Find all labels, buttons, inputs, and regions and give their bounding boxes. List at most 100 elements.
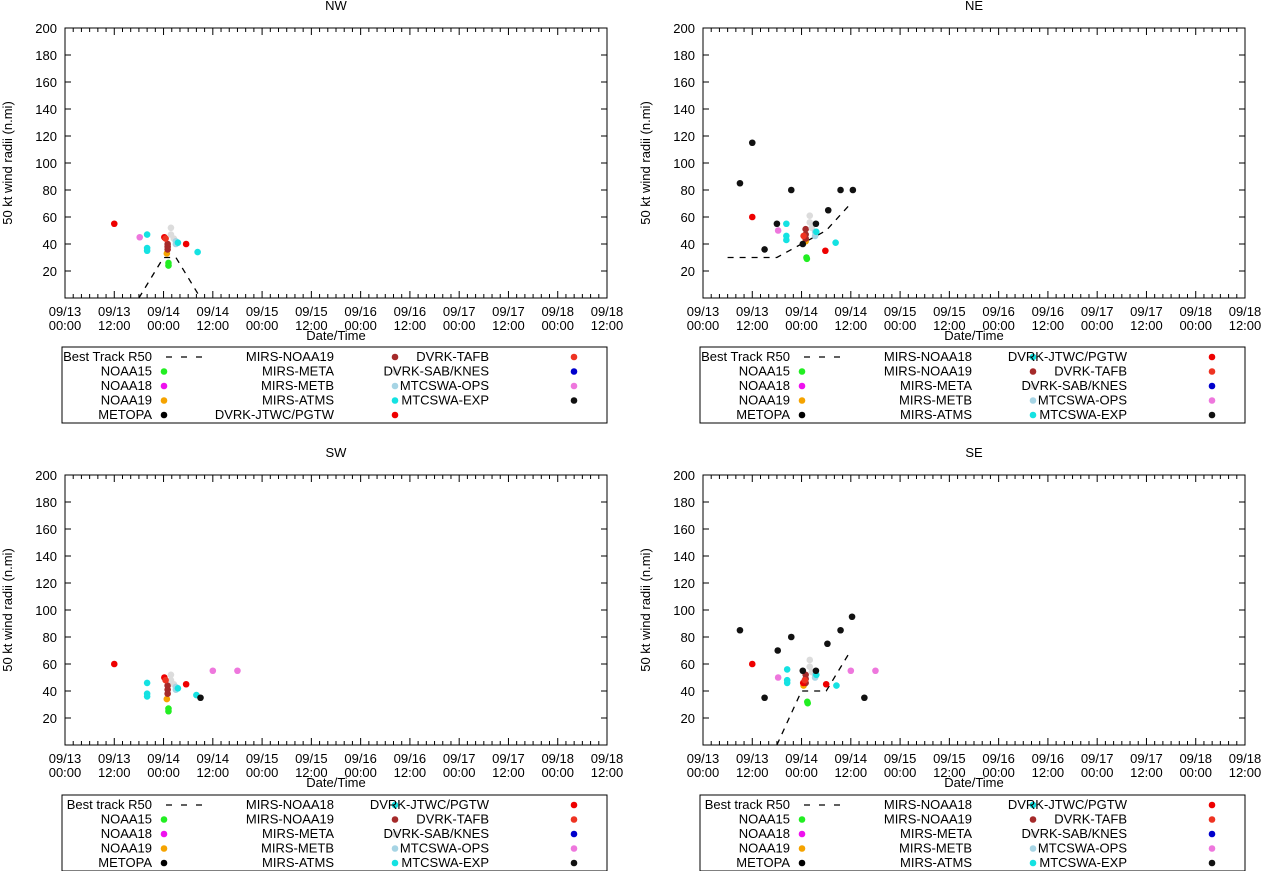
legend-marker bbox=[391, 801, 399, 809]
x-tick-label: 09/17 bbox=[443, 304, 476, 319]
legend-marker bbox=[798, 382, 806, 390]
legend-marker bbox=[570, 859, 578, 867]
y-tick-label: 20 bbox=[43, 264, 57, 279]
data-point-mirs-noaa18 bbox=[143, 679, 151, 687]
data-point-dvrk-jtwc-pgtw bbox=[182, 680, 190, 688]
legend-marker bbox=[1208, 845, 1216, 852]
x-tick-label: 09/15 bbox=[295, 751, 328, 766]
y-tick-label: 140 bbox=[35, 549, 57, 564]
x-tick-label: 12:00 bbox=[933, 318, 966, 333]
y-tick-label: 60 bbox=[681, 210, 695, 225]
x-tick-label: 09/13 bbox=[687, 751, 720, 766]
legend-marker bbox=[1029, 411, 1037, 419]
x-tick-label: 12:00 bbox=[98, 765, 131, 780]
x-tick-label: 09/18 bbox=[541, 304, 574, 319]
y-tick-label: 180 bbox=[673, 495, 695, 510]
x-tick-label: 09/13 bbox=[736, 751, 769, 766]
y-tick-label: 140 bbox=[673, 549, 695, 564]
legend-label: MIRS-METB bbox=[899, 841, 972, 856]
y-tick-label: 200 bbox=[673, 468, 695, 483]
legend-marker bbox=[160, 845, 168, 852]
legend-marker bbox=[1208, 816, 1216, 823]
legend-label: MIRS-NOAA19 bbox=[246, 349, 334, 364]
x-axis-label: Date/Time bbox=[944, 328, 1003, 343]
data-point-mirs-noaa18 bbox=[783, 679, 791, 687]
legend-marker bbox=[1029, 353, 1037, 361]
legend-label: MTCSWA-EXP bbox=[1039, 407, 1127, 422]
x-tick-label: 09/16 bbox=[982, 751, 1015, 766]
legend-marker bbox=[798, 845, 806, 852]
legend-label: MTCSWA-OPS bbox=[400, 378, 489, 393]
data-point-mtcswa-exp bbox=[849, 186, 857, 194]
y-tick-label: 200 bbox=[35, 21, 57, 36]
data-point-mirs-noaa18 bbox=[783, 220, 790, 228]
data-point-mtcswa-exp bbox=[812, 667, 820, 675]
x-tick-label: 09/16 bbox=[1032, 751, 1065, 766]
y-tick-label: 180 bbox=[35, 48, 57, 63]
data-point-mtcswa-ops bbox=[136, 233, 144, 241]
x-tick-label: 00:00 bbox=[541, 765, 574, 780]
y-axis-label: 50 kt wind radii (n.mi) bbox=[638, 101, 653, 225]
plot-frame bbox=[64, 474, 608, 746]
y-tick-label: 100 bbox=[673, 156, 695, 171]
legend-label: DVRK-SAB/KNES bbox=[1022, 826, 1128, 841]
x-tick-label: 00:00 bbox=[344, 318, 377, 333]
y-tick-label: 60 bbox=[43, 210, 57, 225]
x-tick-label: 12:00 bbox=[1130, 765, 1163, 780]
data-point-mtcswa-ops bbox=[847, 667, 855, 675]
x-tick-label: 09/16 bbox=[394, 304, 427, 319]
x-tick-label: 09/14 bbox=[785, 751, 818, 766]
best-track-line bbox=[776, 650, 852, 746]
legend-marker bbox=[391, 411, 399, 419]
x-tick-label: 09/14 bbox=[197, 304, 230, 319]
legend-marker bbox=[798, 830, 806, 838]
chart-panel-nw: NW2040608010012014016018020009/1300:0009… bbox=[0, 0, 623, 343]
x-tick-label: 12:00 bbox=[197, 318, 230, 333]
x-tick-label: 00:00 bbox=[982, 765, 1015, 780]
y-tick-label: 20 bbox=[681, 711, 695, 726]
data-point-mtcswa-exp bbox=[799, 240, 807, 248]
x-tick-label: 09/15 bbox=[933, 751, 966, 766]
legend-marker bbox=[570, 830, 578, 838]
x-tick-label: 09/17 bbox=[443, 751, 476, 766]
x-tick-label: 12:00 bbox=[835, 765, 868, 780]
data-point-noaa15 bbox=[165, 262, 172, 269]
legend-marker bbox=[570, 382, 578, 390]
data-point-dvrk-jtwc-pgtw bbox=[822, 680, 830, 688]
y-axis-label: 50 kt wind radii (n.mi) bbox=[638, 548, 653, 672]
x-tick-label: 12:00 bbox=[736, 318, 769, 333]
legend-label: DVRK-SAB/KNES bbox=[1022, 378, 1128, 393]
data-point-mirs-atms bbox=[174, 685, 182, 692]
data-point-mtcswa-exp bbox=[824, 206, 832, 214]
data-point-dvrk-jtwc-pgtw bbox=[822, 247, 829, 255]
x-tick-label: 09/16 bbox=[344, 304, 377, 319]
y-tick-label: 200 bbox=[673, 21, 695, 36]
data-point-dvrk-jtwc-pgtw bbox=[110, 220, 118, 228]
y-tick-label: 160 bbox=[35, 75, 57, 90]
data-point-mirs-atms bbox=[174, 239, 182, 246]
data-point-dvrk-tafb bbox=[162, 235, 169, 242]
chart-title: NW bbox=[325, 0, 347, 13]
data-point-mirs-noaa19 bbox=[164, 246, 171, 253]
x-tick-label: 09/18 bbox=[541, 751, 574, 766]
legend-marker bbox=[1029, 801, 1037, 809]
legend-marker bbox=[160, 816, 168, 823]
x-tick-label: 09/17 bbox=[492, 751, 525, 766]
legend-label: DVRK-JTWC/PGTW bbox=[1008, 349, 1128, 364]
legend-label: NOAA15 bbox=[101, 364, 152, 379]
x-tick-label: 00:00 bbox=[1081, 765, 1114, 780]
x-tick-label: 00:00 bbox=[443, 318, 476, 333]
legend-label: NOAA19 bbox=[739, 841, 790, 856]
x-tick-label: 00:00 bbox=[1179, 765, 1212, 780]
x-tick-label: 09/15 bbox=[246, 751, 279, 766]
x-tick-label: 09/16 bbox=[344, 751, 377, 766]
y-tick-label: 80 bbox=[681, 183, 695, 198]
chart-panel-ne: NE2040608010012014016018020009/1300:0009… bbox=[638, 0, 1261, 343]
data-point-mtcswa-ops bbox=[209, 667, 217, 675]
data-point-dvrk-jtwc-pgtw bbox=[748, 660, 756, 668]
y-tick-label: 200 bbox=[35, 468, 57, 483]
legend-label: MIRS-META bbox=[900, 378, 972, 393]
x-tick-label: 09/16 bbox=[394, 751, 427, 766]
y-tick-label: 20 bbox=[43, 711, 57, 726]
x-tick-label: 09/13 bbox=[687, 304, 720, 319]
